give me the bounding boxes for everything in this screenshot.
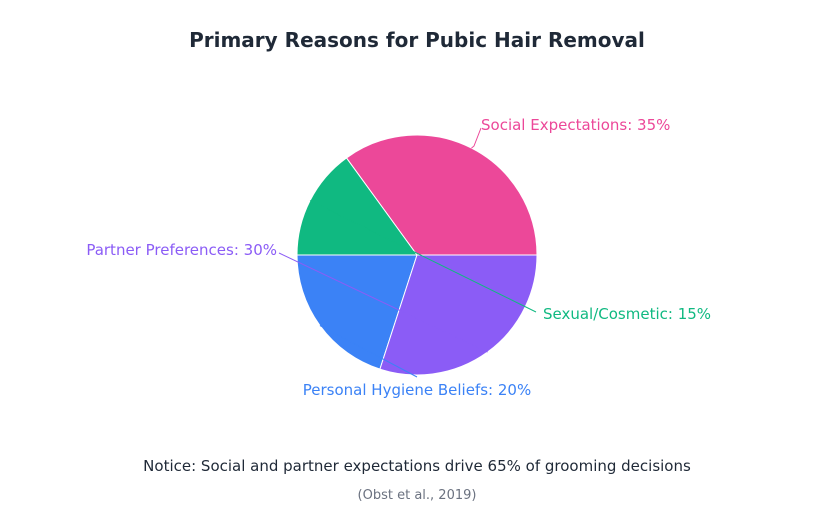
- leader-lines: [278, 127, 537, 378]
- slice-label: Personal Hygiene Beliefs: 20%: [303, 381, 531, 399]
- leader-line: [471, 127, 482, 149]
- leader-line: [278, 252, 488, 353]
- slice-label: Sexual/Cosmetic: 15%: [543, 305, 711, 323]
- slice-labels: Social Expectations: 35% Sexual/Cosmetic:…: [86, 116, 711, 399]
- leader-line: [309, 200, 537, 313]
- slice-label: Social Expectations: 35%: [481, 116, 670, 134]
- source-citation: (Obst et al., 2019): [357, 488, 477, 503]
- leader-line: [319, 325, 418, 378]
- pie-slice-social-expectations: [345, 134, 538, 256]
- slice-label: Partner Preferences: 30%: [86, 241, 277, 259]
- pie-slices: [296, 134, 538, 376]
- chart-title: Primary Reasons for Pubic Hair Removal: [189, 28, 645, 52]
- pie-chart: Social Expectations: 35% Sexual/Cosmetic:…: [86, 116, 711, 399]
- notice-text: Notice: Social and partner expectations …: [143, 457, 691, 475]
